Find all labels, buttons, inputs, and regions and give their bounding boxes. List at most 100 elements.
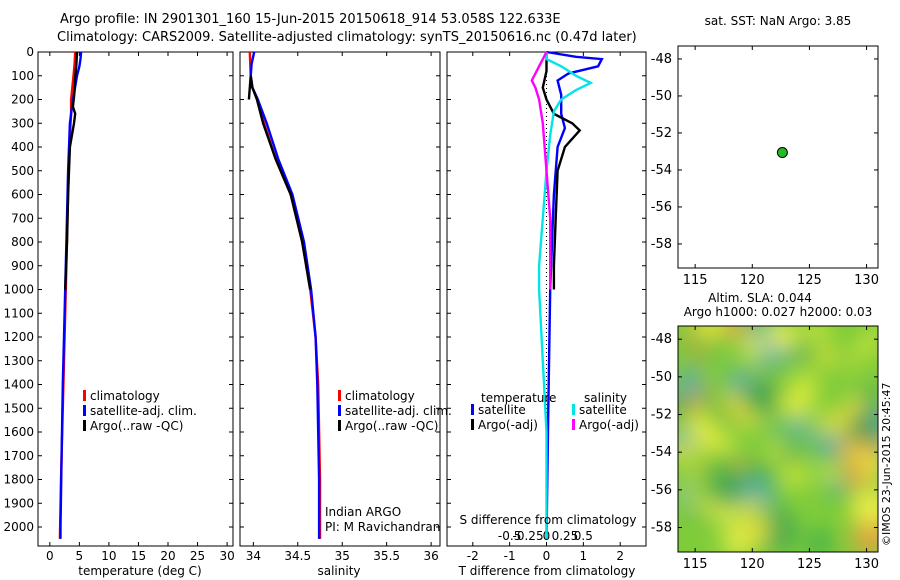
sla-blob bbox=[844, 466, 868, 490]
depth-tick-label: 900 bbox=[11, 259, 34, 273]
x-tick-label: 1 bbox=[580, 549, 588, 563]
sla-blob bbox=[871, 326, 878, 336]
depth-tick-label: 1100 bbox=[3, 306, 34, 320]
x-tick-label: 20 bbox=[160, 549, 175, 563]
lon-tick-label: 115 bbox=[683, 557, 708, 572]
credit-text: ©IMOS 23-Jun-2015 20:45:47 bbox=[880, 382, 893, 546]
lon-tick-label: 120 bbox=[740, 273, 765, 288]
x-tick-label: 34 bbox=[246, 549, 261, 563]
x2-tick-label: -0.5 bbox=[498, 529, 521, 543]
depth-tick-label: 1600 bbox=[3, 425, 34, 439]
sst-map-frame bbox=[677, 45, 879, 269]
sla-blob bbox=[678, 429, 697, 448]
sla-blob bbox=[685, 335, 704, 348]
series-line-temperature-1 bbox=[59, 51, 83, 539]
plot-frame-temperature bbox=[37, 51, 234, 547]
sla-blob bbox=[846, 355, 859, 372]
depth-tick-label: 100 bbox=[11, 69, 34, 83]
x-tick-label: 5 bbox=[76, 549, 84, 563]
legend-label: satellite-adj. clim. bbox=[345, 404, 452, 418]
lon-tick-label: 120 bbox=[740, 557, 765, 572]
x-tick-label: -2 bbox=[467, 549, 479, 563]
depth-tick-label: 300 bbox=[11, 116, 34, 130]
depth-tick-label: 1000 bbox=[3, 283, 34, 297]
profile-title: Argo profile: IN 2901301_160 15-Jun-2015… bbox=[60, 12, 561, 27]
sla-blob bbox=[790, 345, 811, 361]
depth-tick-label: 1300 bbox=[3, 354, 34, 368]
legend-label: Argo(..raw -QC) bbox=[90, 419, 183, 433]
x-tick-label: 25 bbox=[190, 549, 205, 563]
sla-map-subtitle: Argo h1000: 0.027 h2000: 0.03 bbox=[684, 305, 873, 319]
depth-tick-label: 700 bbox=[11, 211, 34, 225]
sla-field bbox=[678, 326, 878, 552]
depth-tick-label: 0 bbox=[26, 45, 34, 59]
sla-map-title: Altim. SLA: 0.044 bbox=[708, 291, 812, 305]
temperature-xlabel: temperature (deg C) bbox=[78, 564, 201, 578]
sla-blob bbox=[863, 454, 878, 480]
lat-tick-label: -56 bbox=[651, 200, 672, 215]
depth-tick-label: 400 bbox=[11, 140, 34, 154]
sla-blob bbox=[781, 444, 798, 464]
x-tick-label: 10 bbox=[101, 549, 116, 563]
lon-tick-label: 130 bbox=[854, 557, 879, 572]
sla-blobs bbox=[678, 326, 878, 552]
x-tick-label: 35 bbox=[335, 549, 350, 563]
x-tick-label: 34.5 bbox=[284, 549, 311, 563]
sla-blob bbox=[854, 337, 878, 356]
sla-blob bbox=[768, 445, 784, 461]
plot-frame-salinity bbox=[239, 51, 441, 547]
lon-tick-label: 115 bbox=[683, 273, 708, 288]
s-difference-xlabel: S difference from climatology bbox=[460, 513, 637, 527]
sla-blob bbox=[699, 394, 716, 407]
legend-swatch bbox=[338, 420, 341, 431]
depth-tick-label: 500 bbox=[11, 164, 34, 178]
legend-label: climatology bbox=[345, 389, 415, 403]
series-line-difference-3 bbox=[530, 51, 552, 290]
depth-tick-label: 1700 bbox=[3, 449, 34, 463]
series-line-difference-1 bbox=[541, 52, 582, 290]
sla-blob bbox=[694, 326, 727, 342]
argo-location-marker bbox=[776, 147, 788, 159]
sla-blob bbox=[779, 388, 813, 420]
sla-blob bbox=[772, 326, 800, 352]
sla-blob bbox=[849, 447, 865, 462]
lat-tick-label: -48 bbox=[651, 332, 672, 347]
sla-blob bbox=[741, 377, 780, 416]
x2-tick-label: 0.25 bbox=[552, 529, 579, 543]
sla-blob bbox=[781, 465, 810, 486]
sla-blob bbox=[821, 465, 838, 482]
sla-map-panel: 115 120 125 130 -48 -50 -52 -54 -56 -58 bbox=[651, 325, 879, 572]
lon-tick-label: 130 bbox=[854, 273, 879, 288]
depth-tick-label: 600 bbox=[11, 188, 34, 202]
sla-blob bbox=[732, 458, 747, 472]
sla-blob bbox=[690, 348, 703, 364]
depth-tick-label: 1900 bbox=[3, 496, 34, 510]
temperature-panel: 0100200300400500600700800900100011001200… bbox=[3, 45, 234, 563]
legend-label: satellite bbox=[478, 403, 526, 417]
lat-tick-label: -56 bbox=[651, 483, 672, 498]
lon-tick-label: 125 bbox=[797, 273, 822, 288]
lat-tick-label: -50 bbox=[651, 370, 672, 385]
legend-label: Argo(..raw -QC) bbox=[345, 419, 438, 433]
depth-tick-label: 1500 bbox=[3, 401, 34, 415]
sla-blob bbox=[739, 336, 769, 357]
legend-label: satellite-adj. clim. bbox=[90, 404, 197, 418]
sla-blob bbox=[818, 410, 853, 436]
sla-blob bbox=[745, 495, 764, 514]
legend-swatch bbox=[572, 404, 575, 415]
legend-swatch bbox=[83, 405, 86, 416]
depth-tick-label: 1200 bbox=[3, 330, 34, 344]
sla-blob bbox=[769, 425, 782, 435]
series-line-difference-0 bbox=[545, 50, 604, 539]
lat-tick-label: -48 bbox=[651, 52, 672, 67]
x-tick-label: 0 bbox=[46, 549, 54, 563]
sla-blob bbox=[812, 431, 842, 459]
sla-blob bbox=[678, 369, 704, 399]
series-line-salinity-1 bbox=[249, 51, 321, 539]
annotation-institution: Indian ARGO bbox=[325, 505, 401, 519]
sla-blob bbox=[738, 514, 773, 547]
x-tick-label: -1 bbox=[504, 549, 516, 563]
x2-tick-label: 0.5 bbox=[574, 529, 593, 543]
